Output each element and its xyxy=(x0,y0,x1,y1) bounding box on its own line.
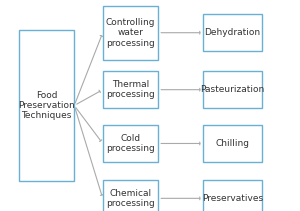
FancyBboxPatch shape xyxy=(203,125,262,162)
Text: Pasteurization: Pasteurization xyxy=(200,85,265,94)
Text: Chemical
processing: Chemical processing xyxy=(106,189,155,208)
Text: Controlling
water
processing: Controlling water processing xyxy=(106,18,155,48)
Text: Preservatives: Preservatives xyxy=(202,194,263,203)
Text: Cold
processing: Cold processing xyxy=(106,134,155,153)
Text: Food
Preservation
Techniques: Food Preservation Techniques xyxy=(18,91,75,120)
FancyBboxPatch shape xyxy=(203,180,262,211)
Text: Chilling: Chilling xyxy=(215,139,250,148)
FancyBboxPatch shape xyxy=(19,30,74,181)
FancyBboxPatch shape xyxy=(103,180,158,211)
FancyBboxPatch shape xyxy=(203,71,262,108)
FancyBboxPatch shape xyxy=(203,14,262,51)
FancyBboxPatch shape xyxy=(103,71,158,108)
FancyBboxPatch shape xyxy=(103,6,158,60)
Text: Thermal
processing: Thermal processing xyxy=(106,80,155,99)
Text: Dehydration: Dehydration xyxy=(204,28,261,37)
FancyBboxPatch shape xyxy=(103,125,158,162)
